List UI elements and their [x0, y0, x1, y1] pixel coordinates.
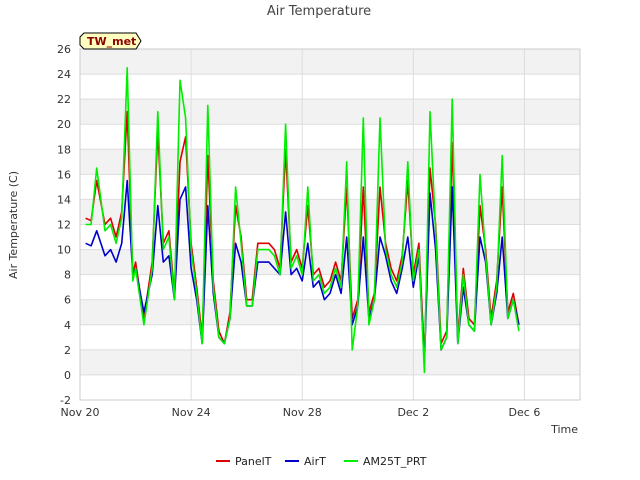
y-axis-label: Air Temperature (C) — [7, 171, 20, 279]
y-tick-label-10: 18 — [57, 143, 71, 156]
band-13 — [80, 49, 580, 75]
legend-label-AM25T_PRT: AM25T_PRT — [363, 455, 427, 468]
y-tick-label-11: 20 — [57, 118, 71, 131]
band-3 — [80, 299, 580, 325]
plot-frame — [79, 48, 581, 401]
x-tick-label-4: Dec 6 — [509, 406, 541, 419]
y-tick-label-8: 14 — [57, 193, 71, 206]
y-tick-label-1: 0 — [64, 369, 71, 382]
series-layer — [85, 67, 520, 374]
x-tick-label-2: Nov 28 — [283, 406, 322, 419]
y-tick-label-14: 26 — [57, 43, 71, 56]
y-tick-label-6: 10 — [57, 244, 71, 257]
x-tick-label-1: Nov 24 — [172, 406, 211, 419]
band-11 — [80, 99, 580, 125]
band-9 — [80, 149, 580, 175]
y-tick-label-4: 6 — [64, 294, 71, 307]
band-2 — [80, 324, 580, 350]
band-12 — [80, 74, 580, 100]
x-axis-label: Time — [550, 423, 578, 436]
site-badge: TW_met — [79, 32, 142, 50]
x-tick-label-3: Dec 2 — [397, 406, 429, 419]
series-line-AM25T_PRT — [85, 67, 520, 374]
y-tick-label-13: 24 — [57, 68, 71, 81]
legend-label-AirT: AirT — [304, 455, 326, 468]
legend: PanelT AirT AM25T_PRT — [216, 455, 427, 468]
band-8 — [80, 174, 580, 200]
band-0 — [80, 374, 580, 400]
x-tick-label-0: Nov 20 — [61, 406, 100, 419]
y-tick-label-7: 12 — [57, 219, 71, 232]
site-badge-label: TW_met — [87, 35, 136, 48]
y-tick-label-0: -2 — [60, 394, 71, 407]
y-tick-label-12: 22 — [57, 93, 71, 106]
y-tick-label-3: 4 — [64, 319, 71, 332]
y-tick-label-5: 8 — [64, 269, 71, 282]
band-10 — [80, 124, 580, 150]
y-tick-label-9: 16 — [57, 168, 71, 181]
band-7 — [80, 199, 580, 225]
x-tick-labels: Nov 20 Nov 24 Nov 28 Dec 2 Dec 6 — [61, 406, 541, 419]
legend-label-PanelT: PanelT — [235, 455, 272, 468]
chart-title: Air Temperature — [267, 4, 371, 19]
site-badge-shape — [79, 32, 142, 50]
y-tick-label-2: 2 — [64, 344, 71, 357]
band-1 — [80, 349, 580, 375]
